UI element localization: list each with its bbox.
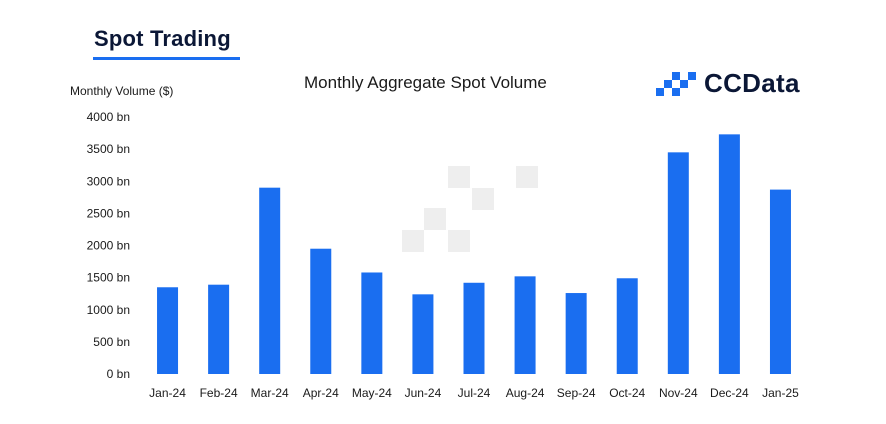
- x-tick-label: Dec-24: [710, 386, 749, 400]
- y-axis-label: Monthly Volume ($): [70, 84, 174, 98]
- y-tick-label: 1000 bn: [87, 303, 130, 317]
- y-tick-label: 1500 bn: [87, 271, 130, 285]
- bar-oct-24: [616, 278, 638, 374]
- x-tick-label: Jun-24: [405, 386, 442, 400]
- y-tick-label: 0 bn: [107, 367, 130, 381]
- brand-name: CCData: [704, 67, 800, 98]
- y-tick-label: 3500 bn: [87, 142, 130, 156]
- y-tick-label: 2000 bn: [87, 239, 130, 253]
- y-tick-label: 3000 bn: [87, 174, 130, 188]
- x-tick-label: Nov-24: [659, 386, 698, 400]
- bar-sep-24: [565, 293, 587, 374]
- x-tick-label: Jan-25: [762, 386, 799, 400]
- bar-jan-25: [769, 189, 791, 374]
- bar-jan-24: [157, 287, 179, 374]
- section-title-underline: [93, 57, 240, 60]
- bar-may-24: [361, 272, 383, 374]
- x-tick-label: May-24: [352, 386, 392, 400]
- bar-feb-24: [208, 284, 230, 374]
- bar-apr-24: [310, 248, 332, 374]
- y-tick-label: 500 bn: [93, 335, 130, 349]
- brand-logo: CCData: [656, 66, 800, 100]
- x-tick-label: Apr-24: [303, 386, 339, 400]
- bar-nov-24: [667, 152, 689, 374]
- section-title: Spot Trading: [94, 26, 231, 51]
- y-tick-label: 4000 bn: [87, 110, 130, 124]
- bar-aug-24: [514, 276, 536, 374]
- x-tick-label: Oct-24: [609, 386, 645, 400]
- x-tick-label: Feb-24: [200, 386, 238, 400]
- bar-jul-24: [463, 282, 485, 374]
- bar-jun-24: [412, 294, 434, 374]
- y-tick-label: 2500 bn: [87, 206, 130, 220]
- x-tick-label: Jan-24: [149, 386, 186, 400]
- bar-dec-24: [718, 134, 740, 374]
- x-tick-label: Jul-24: [458, 386, 491, 400]
- bar-mar-24: [259, 187, 281, 374]
- x-tick-label: Aug-24: [506, 386, 545, 400]
- chart-title: Monthly Aggregate Spot Volume: [304, 73, 547, 92]
- x-tick-label: Sep-24: [557, 386, 596, 400]
- x-tick-label: Mar-24: [251, 386, 289, 400]
- ccdata-logo-icon: [656, 72, 696, 96]
- watermark-icon: [402, 166, 538, 252]
